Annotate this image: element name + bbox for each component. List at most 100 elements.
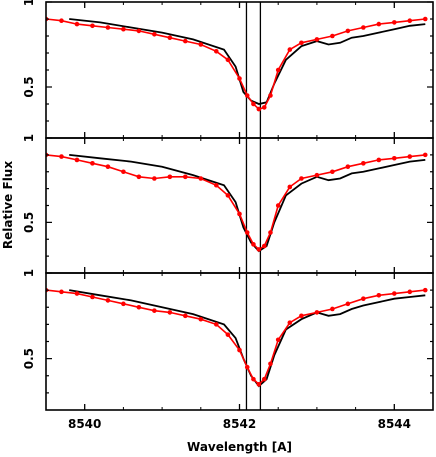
observed-data-point: [121, 169, 126, 175]
observed-data-point: [330, 33, 335, 39]
observed-data-point: [261, 105, 267, 110]
observed-data-point: [345, 164, 351, 169]
observed-data-point: [422, 287, 428, 293]
observed-data-point: [275, 337, 281, 343]
observed-data-point: [237, 211, 242, 217]
observed-data-point: [287, 47, 293, 52]
y-tick-label: 1: [22, 134, 36, 142]
observed-data-point: [251, 242, 256, 247]
observed-data-point: [167, 310, 173, 315]
observed-data-point: [244, 230, 250, 235]
observed-data-point: [392, 20, 397, 25]
observed-data-point: [261, 243, 267, 249]
observed-data-point: [225, 332, 231, 337]
observed-data-point: [376, 157, 382, 163]
observed-data-point: [256, 247, 262, 252]
observed-data-point: [299, 176, 304, 181]
observed-data-point: [261, 376, 267, 382]
x-tick-label: 8544: [378, 417, 411, 431]
observed-data-point: [314, 172, 320, 178]
observed-data-point: [407, 289, 413, 295]
observed-data-point: [256, 106, 262, 112]
observed-data-point: [59, 18, 64, 24]
observed-data-point: [167, 35, 173, 40]
observed-data-point: [275, 203, 281, 208]
y-tick-label: 0.5: [22, 212, 36, 233]
observed-spectrum-line: [46, 154, 426, 251]
observed-data-point: [105, 25, 111, 30]
observed-data-point: [213, 322, 219, 327]
model-spectrum-line: [69, 154, 426, 253]
observed-data-point: [345, 301, 351, 307]
observed-data-point: [287, 184, 293, 190]
observed-data-point: [361, 25, 366, 30]
observed-data-point: [90, 23, 95, 29]
observed-data-point: [183, 313, 188, 319]
observed-spectrum-line: [46, 18, 426, 111]
observed-data-point: [136, 28, 142, 34]
observed-data-point: [90, 294, 95, 300]
observed-data-point: [105, 164, 111, 169]
observed-data-point: [105, 298, 111, 303]
observed-data-point: [256, 382, 262, 387]
y-axis-title: Relative Flux: [1, 161, 15, 249]
observed-data-point: [287, 320, 293, 325]
observed-data-point: [376, 21, 382, 27]
y-tick-label: 0.5: [22, 76, 36, 97]
observed-spectrum-line: [46, 289, 426, 386]
model-spectrum-line: [69, 289, 426, 388]
observed-data-point: [59, 154, 64, 159]
observed-data-point: [198, 176, 204, 181]
observed-data-point: [121, 301, 126, 307]
x-tick-label: 8542: [223, 417, 256, 431]
y-tick-label: 1: [22, 0, 36, 6]
observed-data-point: [275, 67, 281, 73]
observed-data-point: [152, 176, 157, 181]
observed-data-point: [90, 161, 95, 166]
observed-data-point: [74, 21, 80, 27]
observed-data-point: [345, 28, 351, 34]
observed-data-point: [121, 26, 126, 32]
observed-data-point: [407, 18, 413, 24]
observed-data-point: [59, 289, 64, 295]
y-tick-label: 1: [22, 269, 36, 277]
observed-data-point: [237, 76, 242, 81]
observed-data-point: [361, 296, 366, 301]
model-spectrum-line: [69, 18, 426, 105]
observed-data-point: [237, 347, 242, 353]
observed-data-point: [152, 308, 157, 313]
observed-data-point: [74, 291, 80, 296]
observed-data-point: [268, 361, 273, 367]
y-tick-label: 0.5: [22, 348, 36, 369]
observed-data-point: [251, 101, 256, 107]
observed-data-point: [183, 38, 188, 44]
observed-data-point: [361, 161, 366, 166]
observed-data-point: [198, 316, 204, 322]
observed-data-point: [136, 304, 142, 310]
observed-data-point: [392, 155, 397, 161]
x-tick-label: 8540: [68, 417, 101, 431]
observed-data-point: [244, 93, 250, 98]
observed-data-point: [376, 292, 382, 298]
observed-data-point: [152, 32, 157, 37]
observed-data-point: [213, 182, 219, 188]
observed-data-point: [268, 230, 273, 235]
observed-data-point: [314, 37, 320, 42]
observed-data-point: [225, 57, 231, 63]
observed-data-point: [198, 42, 204, 47]
observed-data-point: [422, 152, 428, 158]
panel-frame: [45, 272, 434, 411]
observed-data-point: [213, 49, 219, 54]
observed-data-point: [299, 40, 304, 46]
observed-data-point: [299, 313, 304, 319]
observed-data-point: [251, 376, 256, 382]
observed-data-point: [167, 174, 173, 180]
observed-data-point: [268, 93, 273, 98]
x-axis-title: Wavelength [A]: [187, 440, 292, 454]
observed-data-point: [183, 174, 188, 180]
observed-data-point: [392, 291, 397, 296]
observed-data-point: [74, 157, 80, 163]
observed-data-point: [330, 169, 335, 175]
observed-data-point: [407, 154, 413, 159]
